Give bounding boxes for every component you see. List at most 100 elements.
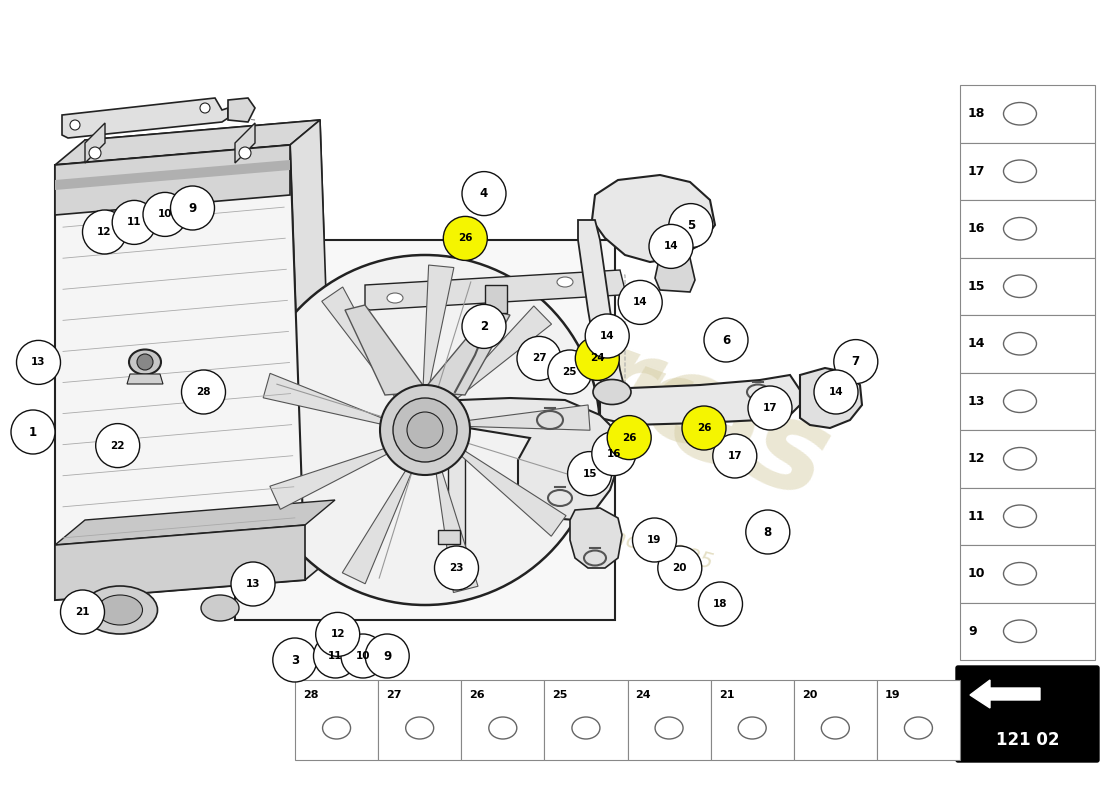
Text: 28: 28: [302, 690, 319, 700]
Polygon shape: [62, 98, 228, 138]
Polygon shape: [126, 374, 163, 384]
Polygon shape: [85, 123, 104, 163]
Circle shape: [407, 412, 443, 448]
Text: 9: 9: [188, 202, 197, 214]
Ellipse shape: [201, 595, 239, 621]
Text: 18: 18: [713, 599, 728, 609]
Circle shape: [138, 354, 153, 370]
Text: 17: 17: [727, 451, 742, 461]
Bar: [960, 430, 1094, 487]
Text: 26: 26: [470, 690, 485, 700]
Text: 21: 21: [718, 690, 734, 700]
Circle shape: [112, 201, 156, 245]
Circle shape: [649, 224, 693, 268]
Ellipse shape: [1003, 505, 1036, 527]
Bar: [544, 680, 627, 760]
Bar: [711, 680, 794, 760]
Text: 11: 11: [126, 218, 142, 227]
Text: res: res: [595, 335, 845, 525]
Text: 25: 25: [552, 690, 568, 700]
Polygon shape: [290, 120, 336, 580]
Ellipse shape: [1003, 333, 1036, 355]
Text: 15: 15: [582, 469, 597, 478]
Polygon shape: [345, 305, 425, 395]
Text: 11: 11: [328, 651, 343, 661]
Polygon shape: [342, 462, 415, 584]
Circle shape: [834, 339, 878, 384]
Text: 20: 20: [672, 563, 688, 573]
Text: 14: 14: [828, 387, 844, 397]
Bar: [794, 680, 877, 760]
Ellipse shape: [1003, 160, 1036, 182]
Text: 12: 12: [97, 227, 112, 237]
Circle shape: [170, 186, 214, 230]
Text: 10: 10: [355, 651, 371, 661]
Text: 19: 19: [884, 690, 901, 700]
Polygon shape: [448, 410, 465, 548]
Text: 19: 19: [647, 535, 662, 545]
Polygon shape: [55, 525, 305, 600]
Circle shape: [632, 518, 676, 562]
Text: 12: 12: [330, 630, 345, 639]
Polygon shape: [592, 175, 715, 262]
Polygon shape: [440, 398, 620, 520]
Text: 13: 13: [968, 394, 986, 408]
Ellipse shape: [98, 595, 143, 625]
Text: 26: 26: [458, 234, 473, 243]
Circle shape: [231, 562, 275, 606]
Ellipse shape: [406, 717, 433, 739]
Text: 27: 27: [386, 690, 402, 700]
Polygon shape: [55, 500, 336, 545]
Text: 4: 4: [480, 187, 488, 200]
Bar: [960, 85, 1094, 142]
Text: 13: 13: [245, 579, 261, 589]
Text: 6: 6: [722, 334, 730, 346]
Bar: [960, 258, 1094, 315]
Ellipse shape: [82, 586, 157, 634]
Circle shape: [548, 350, 592, 394]
Text: 2: 2: [480, 320, 488, 333]
Circle shape: [314, 634, 358, 678]
Bar: [235, 240, 615, 620]
Circle shape: [434, 546, 478, 590]
Circle shape: [748, 386, 792, 430]
Ellipse shape: [904, 717, 933, 739]
Text: 8: 8: [763, 526, 772, 538]
Text: 24: 24: [590, 354, 605, 363]
Text: 14: 14: [663, 242, 679, 251]
Polygon shape: [454, 446, 566, 536]
Text: 16: 16: [606, 449, 621, 458]
Circle shape: [70, 120, 80, 130]
Circle shape: [658, 546, 702, 590]
Circle shape: [11, 410, 55, 454]
Bar: [960, 200, 1094, 258]
Ellipse shape: [656, 717, 683, 739]
Polygon shape: [270, 446, 396, 510]
Text: 12: 12: [968, 452, 986, 466]
Ellipse shape: [593, 379, 631, 405]
Text: 10: 10: [157, 210, 173, 219]
Polygon shape: [446, 306, 551, 405]
Bar: [960, 142, 1094, 200]
Bar: [960, 545, 1094, 602]
Circle shape: [16, 341, 60, 385]
Circle shape: [365, 634, 409, 678]
Circle shape: [143, 192, 187, 237]
Bar: [960, 602, 1094, 660]
Text: 26: 26: [621, 433, 637, 442]
Ellipse shape: [572, 717, 600, 739]
Text: euro: euro: [408, 258, 751, 482]
Circle shape: [443, 216, 487, 261]
Circle shape: [273, 638, 317, 682]
Bar: [485, 285, 507, 313]
Circle shape: [517, 336, 561, 381]
Ellipse shape: [1003, 218, 1036, 240]
Circle shape: [814, 370, 858, 414]
Circle shape: [89, 147, 101, 159]
Polygon shape: [425, 310, 510, 395]
Polygon shape: [55, 120, 320, 165]
Bar: [960, 315, 1094, 373]
Text: 28: 28: [196, 387, 211, 397]
Ellipse shape: [322, 717, 351, 739]
Circle shape: [704, 318, 748, 362]
